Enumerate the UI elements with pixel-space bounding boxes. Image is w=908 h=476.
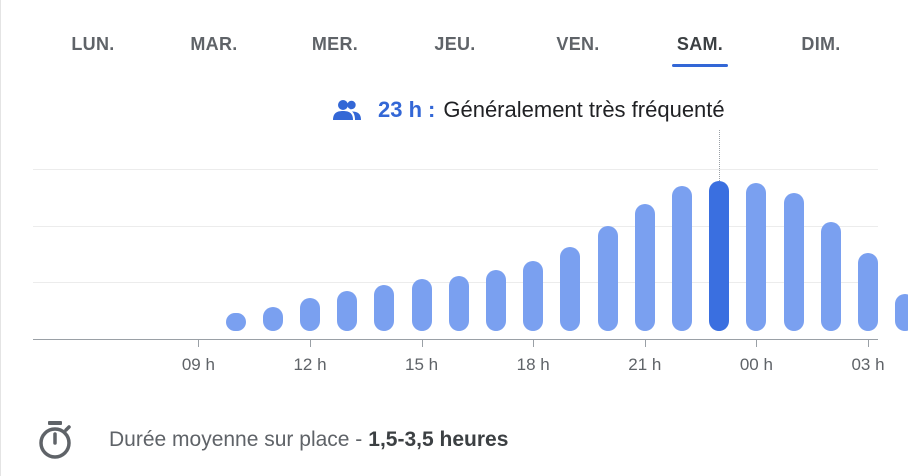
x-tick-mark	[868, 340, 869, 347]
bar-10h[interactable]	[225, 313, 246, 331]
active-tab-underline	[672, 64, 728, 67]
x-tick-mark	[421, 340, 423, 347]
bar-current-hour[interactable]	[709, 181, 730, 331]
tab-jeu[interactable]: JEU.	[410, 34, 500, 68]
tooltip-hour: 23 h	[378, 97, 423, 122]
bar-17h[interactable]	[486, 269, 506, 331]
timer-icon	[39, 421, 71, 459]
x-tick-mark	[533, 340, 535, 347]
bar-03h[interactable]	[858, 253, 878, 331]
tab-label: MAR.	[190, 34, 238, 54]
bar-15h[interactable]	[411, 278, 432, 331]
tooltip-description: Généralement très fréquenté	[443, 97, 725, 122]
bar-14h[interactable]	[374, 284, 395, 331]
bar-20h[interactable]	[597, 226, 618, 331]
tab-label: DIM.	[801, 34, 841, 54]
x-tick-label: 03 h	[851, 355, 885, 374]
x-tick-label: 21 h	[628, 355, 662, 374]
hover-indicator-line	[719, 130, 721, 181]
tab-label: MER.	[311, 34, 359, 54]
bar-04h[interactable]	[895, 293, 908, 331]
x-tick-mark	[644, 340, 646, 347]
tab-sam[interactable]: SAM.	[655, 34, 745, 68]
x-tick-label: 12 h	[293, 355, 327, 374]
tab-dim[interactable]: DIM.	[776, 34, 866, 68]
x-tick-mark	[198, 340, 200, 347]
x-tick-label: 15 h	[405, 355, 439, 374]
tab-ven[interactable]: VEN.	[533, 34, 623, 68]
tab-label: SAM.	[676, 34, 724, 54]
tab-label: LUN.	[71, 34, 115, 54]
bar-12h[interactable]	[300, 298, 320, 331]
x-tick-label: 18 h	[516, 355, 550, 374]
grid-line	[33, 226, 878, 227]
duration-value: 1,5-3,5 heures	[368, 428, 509, 451]
popular-times-tooltip: 23 h : Généralement très fréquenté	[332, 95, 725, 125]
x-tick-label: 09 h	[181, 355, 215, 374]
panel-left-border	[0, 0, 11, 476]
x-tick-mark	[756, 340, 758, 347]
tab-label: JEU.	[434, 34, 476, 54]
bar-13h[interactable]	[337, 290, 358, 331]
tab-mar[interactable]: MAR.	[169, 34, 259, 68]
average-duration: Durée moyenne sur place - 1,5-3,5 heures	[37, 420, 508, 460]
tab-mer[interactable]: MER.	[290, 34, 380, 68]
x-tick-mark	[310, 340, 311, 347]
tab-label: VEN.	[556, 34, 600, 54]
tooltip-colon: :	[428, 97, 436, 122]
duration-label: Durée moyenne sur place -	[109, 428, 363, 451]
bar-16h[interactable]	[448, 275, 469, 331]
bar-02h[interactable]	[820, 221, 841, 331]
bar-19h[interactable]	[560, 247, 581, 331]
bar-11h[interactable]	[262, 307, 283, 331]
tab-lun[interactable]: LUN.	[48, 34, 138, 68]
bar-18h[interactable]	[523, 260, 544, 331]
bar-21h[interactable]	[634, 203, 655, 331]
chart-baseline	[33, 339, 878, 340]
day-tabs: LUN. MAR. MER. JEU. VEN. SAM. DIM.	[0, 34, 908, 74]
people-icon	[333, 100, 361, 120]
grid-line	[33, 169, 878, 170]
x-tick-label: 00 h	[739, 355, 773, 374]
bar-01h[interactable]	[783, 193, 804, 331]
bar-22h[interactable]	[672, 185, 692, 331]
bar-00h[interactable]	[746, 182, 767, 331]
